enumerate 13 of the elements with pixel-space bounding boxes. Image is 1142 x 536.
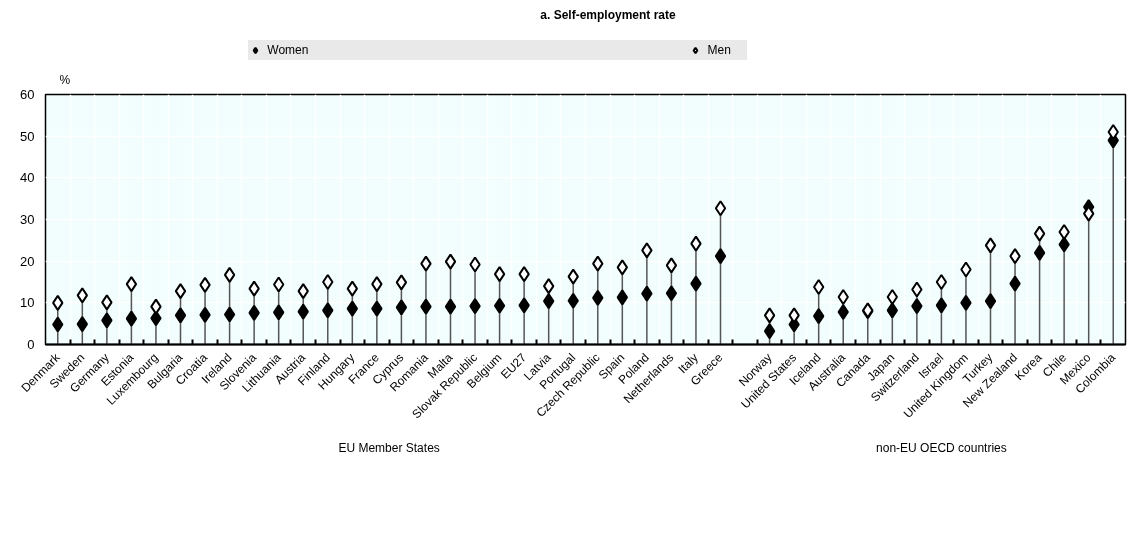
y-tick-label: 50 (20, 128, 35, 144)
chart-title: a. Self-employment rate (540, 7, 677, 22)
y-axis-title: % (59, 72, 71, 87)
text: non-EU OECD countries (876, 440, 1007, 455)
y-tick-label: 0 (27, 337, 35, 352)
y-tick-label: 40 (20, 170, 35, 186)
y-tick-label: 10 (20, 295, 35, 311)
legend-label: Men (707, 43, 732, 57)
y-tick-label: 30 (20, 212, 35, 227)
y-tick-label: 20 (20, 253, 35, 269)
legend-label: Women (267, 43, 309, 57)
text: EU Member States (338, 440, 440, 455)
y-tick-label: 60 (20, 87, 35, 102)
